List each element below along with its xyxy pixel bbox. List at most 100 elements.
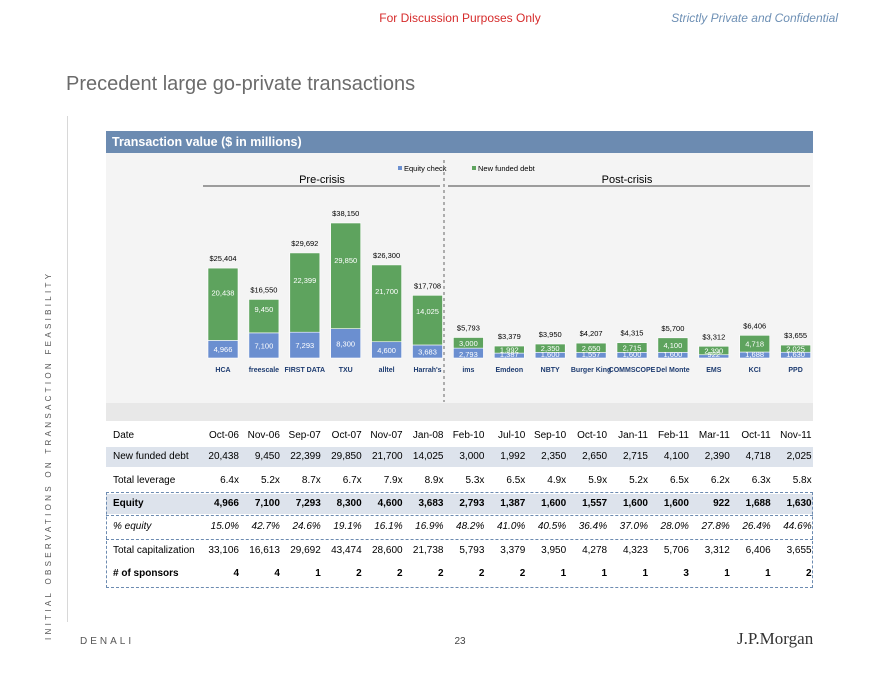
table-cell: 3,950 (541, 545, 567, 556)
table-cell: Nov-11 (780, 430, 812, 441)
debt-bar (493, 345, 525, 354)
table-cell: 27.8% (701, 521, 730, 532)
table-cell: 6.5x (506, 475, 526, 486)
table-cell: Jan-08 (412, 430, 444, 441)
table-cell: 29,850 (331, 451, 362, 462)
table-cell: Oct-06 (208, 430, 239, 441)
table-cell: 14,025 (412, 451, 444, 462)
table-cell: 19.1% (333, 521, 362, 532)
company-logo: alltel (379, 367, 395, 374)
table-cell: 4 (233, 568, 239, 579)
table-cell: Oct-10 (577, 430, 608, 441)
table-cell: 6,406 (745, 545, 771, 556)
table-cell: 16.9% (415, 521, 444, 532)
table-cell: 1 (560, 568, 567, 579)
table-cell: 16,613 (249, 545, 280, 556)
row-label: Equity (113, 498, 144, 509)
table-row-total-capitalization: Total capitalization 33,106 16,613 29,692 43… (106, 541, 813, 561)
table-cell: Sep-10 (533, 430, 567, 441)
table-cell: 2 (356, 568, 362, 579)
table-cell: 4,100 (663, 451, 689, 462)
total-value-label: $26,300 (373, 251, 400, 260)
table-cell: 37.0% (619, 521, 648, 532)
debt-value-label: 3,000 (459, 339, 478, 348)
equity-value-label: 1,630 (786, 350, 805, 359)
total-value-label: $6,406 (743, 321, 766, 330)
dashed-divider (106, 515, 813, 516)
debt-value-label: 2,715 (623, 344, 642, 353)
table-cell: 43,474 (331, 545, 362, 556)
table-cell: 3,000 (459, 451, 485, 462)
company-logo: FIRST DATA (285, 367, 326, 374)
chart-title-banner: Transaction value ($ in millions) (106, 131, 813, 153)
table-cell: 2,350 (541, 451, 567, 462)
equity-value-label: 8,300 (336, 339, 355, 348)
debt-bar (780, 344, 811, 353)
table-cell: 1,992 (500, 451, 526, 462)
table-cell: Feb-10 (452, 430, 485, 441)
legend-debt-swatch (472, 166, 476, 170)
table-cell: 1,600 (622, 498, 648, 509)
debt-value-label: 4,718 (745, 340, 764, 349)
table-cell: 5.3x (465, 475, 485, 486)
table-cell: 3,379 (500, 545, 526, 556)
row-label: Total capitalization (113, 545, 195, 556)
table-cell: Feb-11 (657, 430, 689, 441)
equity-value-label: 4,966 (214, 345, 233, 354)
table-cell: 4,278 (582, 545, 608, 556)
company-logo: Del Monte (656, 367, 690, 374)
equity-value-label: 4,600 (377, 346, 396, 355)
jpmorgan-logo: J.P.Morgan (737, 629, 814, 648)
table-cell: 2,390 (704, 451, 730, 462)
table-cell: 29,692 (290, 545, 321, 556)
page-number: 23 (454, 636, 466, 647)
table-cell: 2 (478, 568, 485, 579)
debt-bar (453, 337, 484, 349)
company-logo: KCI (749, 367, 761, 374)
table-cell: 6.4x (220, 475, 239, 486)
debt-value-label: 14,025 (416, 307, 439, 316)
table-cell: Nov-07 (370, 430, 403, 441)
total-value-label: $38,150 (332, 209, 359, 218)
page-title: Precedent large go-private transactions (66, 73, 416, 95)
equity-value-label: 1,600 (541, 350, 560, 359)
legend-debt-label: New funded debt (478, 164, 536, 173)
table-cell: 1 (724, 568, 730, 579)
table-row-total-leverage: Total leverage 6.4x 5.2x 8.7x 6.7x 7.9x 8.9x 5.… (106, 471, 813, 491)
table-header-row: Date Oct-06 Nov-06 Sep-07 Oct-07 Nov-07 Jan-08… (106, 426, 813, 446)
debt-bar (412, 295, 443, 346)
table-cell: 2,650 (582, 451, 608, 462)
table-cell: Jul-10 (498, 430, 526, 441)
debt-bar (657, 337, 689, 353)
table-cell: 2 (806, 568, 812, 579)
table-cell: 20,438 (208, 451, 239, 462)
debt-value-label: 2,650 (582, 344, 601, 353)
debt-value-label: 2,025 (786, 345, 805, 354)
table-cell: 2,793 (459, 498, 485, 509)
debt-bar (207, 267, 239, 341)
table-cell: 6.2x (710, 475, 730, 486)
table-cell: 7,293 (295, 498, 321, 509)
equity-value-label: 1,557 (582, 350, 601, 359)
table-cell: 26.4% (742, 521, 771, 532)
table-cell: 5.8x (792, 475, 812, 486)
equity-value-label: 2,793 (459, 350, 478, 359)
debt-value-label: 21,700 (375, 287, 398, 296)
company-logo: NBTY (541, 367, 560, 374)
table-header-band (106, 403, 813, 421)
table-cell: 41.0% (496, 521, 526, 532)
company-logo: COMMSCOPE (609, 367, 656, 374)
company-logo: freescale (249, 367, 279, 374)
debt-bar (575, 342, 607, 353)
table-cell: 9,450 (254, 451, 280, 462)
debt-value-label: 1,992 (500, 346, 519, 355)
row-label: % equity (113, 521, 152, 532)
debt-bar (330, 222, 362, 329)
company-logo: EMS (706, 367, 722, 374)
total-value-label: $3,379 (498, 332, 521, 341)
table-cell: 4.9x (547, 475, 567, 486)
discussion-notice: For Discussion Purposes Only (379, 11, 541, 25)
table-cell: Jan-11 (618, 430, 648, 441)
legend-equity-swatch (398, 166, 402, 170)
